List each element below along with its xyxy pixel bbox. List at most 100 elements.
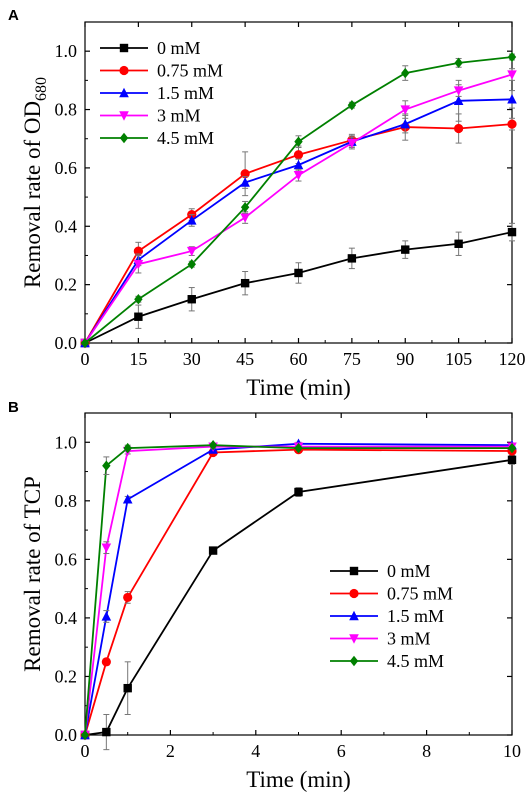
- data-point: [347, 99, 357, 111]
- x-tick-label: 90: [396, 349, 414, 369]
- data-point: [507, 70, 517, 80]
- series-4_5-mM: [80, 51, 517, 349]
- data-point: [400, 118, 411, 129]
- data-point: [400, 105, 411, 115]
- series-3-mM: [80, 68, 517, 349]
- data-point: [133, 246, 143, 256]
- legend-item: 4.5 mM: [100, 128, 214, 148]
- series-line: [84, 448, 513, 736]
- data-point: [187, 295, 196, 304]
- legend-label: 3 mM: [157, 106, 201, 126]
- legend-marker: [349, 566, 359, 576]
- y-tick-label: 0.4: [55, 216, 78, 236]
- data-point: [186, 246, 197, 257]
- legend-item: 4.5 mM: [330, 651, 444, 671]
- data-point: [507, 455, 517, 465]
- series-0-mM: [80, 222, 517, 348]
- legend-marker: [119, 87, 129, 98]
- legend-marker: [349, 655, 359, 667]
- legend-item: 0 mM: [330, 561, 431, 581]
- legend-item: 3 mM: [100, 106, 201, 126]
- legend-marker: [349, 634, 359, 644]
- y-axis-label-main: Removal rate of TCP: [20, 476, 45, 672]
- data-point: [347, 138, 357, 149]
- series-line: [84, 444, 512, 736]
- legend-marker: [119, 132, 129, 144]
- data-point: [102, 460, 111, 471]
- panel-label: B: [8, 399, 19, 416]
- data-point: [347, 254, 357, 263]
- y-axis-label-main: Removal rate of OD: [20, 101, 45, 288]
- legend-label: 4.5 mM: [157, 128, 214, 148]
- data-point: [294, 487, 303, 497]
- legend-marker: [119, 65, 129, 76]
- x-tick-label: 75: [343, 349, 361, 369]
- x-tick-label: 4: [251, 741, 260, 761]
- data-point: [401, 67, 410, 79]
- y-axis-label-subscript: 680: [33, 77, 50, 101]
- y-axis-label: Removal rate of TCP: [20, 476, 45, 672]
- data-point: [240, 213, 250, 223]
- series-line: [84, 445, 512, 736]
- data-point: [101, 611, 112, 621]
- data-point: [80, 337, 90, 349]
- legend-item: 1.5 mM: [100, 83, 214, 103]
- data-point: [507, 94, 517, 104]
- data-point: [186, 215, 197, 225]
- y-tick-label: 0.6: [55, 158, 78, 178]
- series-line: [84, 56, 513, 344]
- data-point: [240, 177, 250, 187]
- x-tick-label: 10: [503, 741, 521, 761]
- data-point: [240, 169, 250, 179]
- data-point: [507, 227, 517, 237]
- series-line: [84, 442, 513, 736]
- data-point: [453, 95, 464, 105]
- y-axis-label: Removal rate of OD680: [20, 77, 50, 288]
- data-point: [123, 592, 133, 603]
- legend-item: 0 mM: [100, 38, 201, 58]
- y-tick-label: 0.2: [55, 275, 78, 295]
- panel-a: A 0 15 30 45 60 75 90 105 120 0.0 0.2 0.4 0.6 0.8 1.0 Ti…: [8, 7, 526, 400]
- data-point: [102, 727, 111, 737]
- data-point: [293, 171, 304, 181]
- y-tick-label: 0.8: [55, 491, 78, 511]
- data-point: [240, 202, 250, 213]
- panel-label: A: [8, 7, 19, 24]
- legend-marker: [349, 588, 359, 599]
- data-point: [294, 442, 303, 454]
- y-tick-label: 0.4: [55, 608, 78, 628]
- legend-item: 1.5 mM: [330, 606, 444, 626]
- legend-label: 0 mM: [157, 38, 201, 58]
- x-axis-label: Time (min): [246, 375, 351, 400]
- data-point: [293, 159, 304, 170]
- data-point: [453, 86, 464, 96]
- series-4_5-mM: [80, 440, 517, 741]
- data-point: [134, 294, 143, 305]
- legend-label: 4.5 mM: [387, 651, 444, 671]
- data-point: [123, 683, 132, 693]
- x-tick-label: 0: [81, 349, 90, 369]
- x-tick-label: 15: [129, 349, 147, 369]
- panel-b: B 0 2 4 6 8 10 0.0 0.2 0.4 0.6 0.8 1.0 Time (min) Remo…: [8, 399, 521, 792]
- series-line: [84, 73, 513, 344]
- x-tick-label: 60: [290, 349, 308, 369]
- data-point: [401, 245, 410, 254]
- data-point: [293, 150, 304, 160]
- legend-label: 0 mM: [387, 561, 431, 581]
- x-tick-label: 0: [81, 741, 90, 761]
- data-point: [208, 440, 218, 451]
- legend-label: 1.5 mM: [387, 606, 444, 626]
- x-tick-label: 105: [445, 349, 472, 369]
- legend-item: 0.75 mM: [100, 61, 223, 81]
- data-point: [133, 260, 144, 270]
- legend-label: 0.75 mM: [157, 61, 223, 81]
- x-tick-label: 6: [337, 741, 346, 761]
- legend-marker: [119, 43, 129, 53]
- x-axis-label: Time (min): [246, 767, 351, 792]
- legend-label: 1.5 mM: [157, 83, 214, 103]
- data-point: [122, 494, 133, 504]
- x-tick-label: 30: [183, 349, 201, 369]
- x-tick-label: 2: [166, 741, 175, 761]
- data-point: [454, 239, 463, 248]
